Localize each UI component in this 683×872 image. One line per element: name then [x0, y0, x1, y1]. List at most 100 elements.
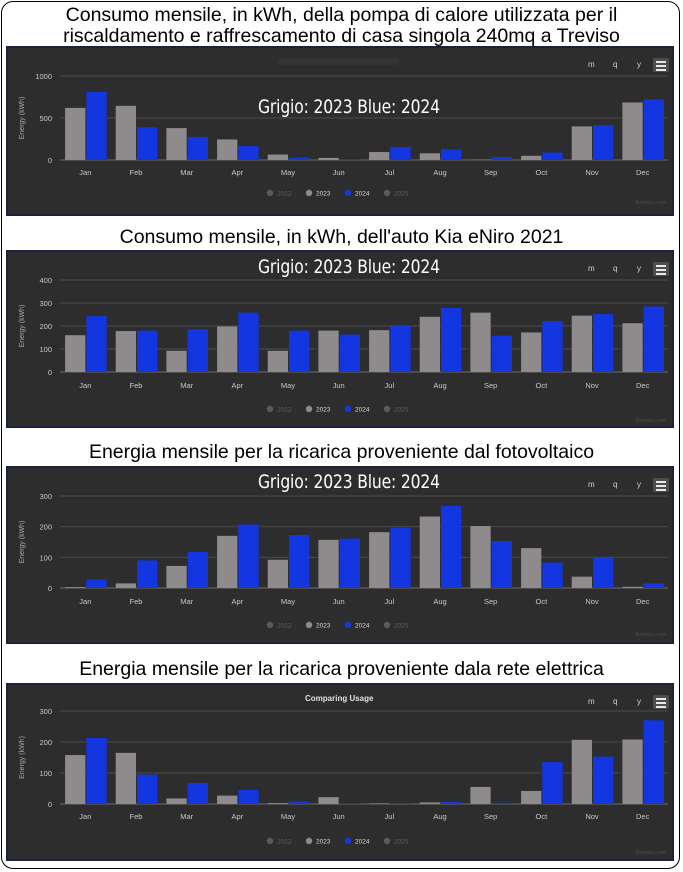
legend-label-2023[interactable]: 2023 — [316, 623, 331, 630]
legend-label-2024[interactable]: 2024 — [355, 191, 370, 198]
bar-2024-aug[interactable] — [441, 801, 462, 804]
legend-marker-2024[interactable] — [344, 189, 352, 197]
legend-marker-2024[interactable] — [344, 621, 352, 629]
hamburger-menu-icon[interactable] — [653, 695, 669, 709]
bar-2023-dec[interactable] — [622, 102, 643, 160]
bar-2024-mar[interactable] — [187, 551, 208, 588]
bar-2023-jun[interactable] — [318, 539, 339, 588]
bar-2023-nov[interactable] — [571, 576, 592, 588]
bar-2024-aug[interactable] — [441, 308, 462, 372]
bar-2023-mar[interactable] — [166, 128, 187, 160]
legend-marker-2025[interactable] — [383, 837, 391, 845]
bar-2023-oct[interactable] — [521, 548, 542, 588]
bar-2024-dec[interactable] — [643, 720, 664, 804]
bar-2024-nov[interactable] — [593, 756, 614, 804]
legend-label-2023[interactable]: 2023 — [316, 839, 331, 846]
bar-2023-may[interactable] — [267, 350, 288, 372]
range-option-month[interactable]: m — [588, 697, 595, 706]
legend-label-2022[interactable]: 2022 — [277, 839, 292, 846]
range-option-quarter[interactable]: q — [613, 60, 618, 69]
bar-2023-oct[interactable] — [521, 332, 542, 372]
legend-marker-2023[interactable] — [305, 837, 313, 845]
bar-2024-may[interactable] — [289, 157, 310, 160]
bar-2024-sep[interactable] — [491, 157, 512, 160]
bar-2023-jan[interactable] — [65, 335, 86, 372]
bar-2024-feb[interactable] — [137, 127, 158, 160]
bar-2023-apr[interactable] — [217, 535, 238, 588]
bar-2024-feb[interactable] — [137, 330, 158, 372]
bar-2024-jun[interactable] — [339, 538, 360, 588]
legend-marker-2025[interactable] — [383, 189, 391, 197]
range-option-quarter[interactable]: q — [613, 697, 618, 706]
legend-label-2025[interactable]: 2025 — [394, 839, 409, 846]
bar-2023-nov[interactable] — [571, 315, 592, 372]
bar-2023-jun[interactable] — [318, 330, 339, 372]
bar-2024-oct[interactable] — [542, 762, 563, 804]
legend-marker-2022[interactable] — [266, 405, 274, 413]
bar-2023-mar[interactable] — [166, 350, 187, 372]
range-option-month[interactable]: m — [588, 264, 595, 273]
bar-2024-nov[interactable] — [593, 557, 614, 588]
bar-2023-oct[interactable] — [521, 790, 542, 804]
range-option-quarter[interactable]: q — [613, 480, 618, 489]
bar-2023-dec[interactable] — [622, 739, 643, 804]
bar-2023-may[interactable] — [267, 154, 288, 160]
bar-2023-feb[interactable] — [115, 583, 136, 588]
bar-2024-feb[interactable] — [137, 560, 158, 588]
bar-2024-feb[interactable] — [137, 774, 158, 804]
bar-2024-may[interactable] — [289, 801, 310, 804]
bar-2023-aug[interactable] — [419, 802, 440, 804]
bar-2024-apr[interactable] — [238, 524, 259, 588]
bar-2024-oct[interactable] — [542, 152, 563, 160]
range-option-year[interactable]: y — [637, 264, 641, 273]
legend-label-2025[interactable]: 2025 — [394, 191, 409, 198]
bar-2024-mar[interactable] — [187, 136, 208, 160]
bar-2023-dec[interactable] — [622, 586, 643, 588]
bar-2024-nov[interactable] — [593, 314, 614, 372]
bar-2023-jul[interactable] — [369, 803, 390, 804]
bar-2023-jan[interactable] — [65, 107, 86, 160]
bar-2023-may[interactable] — [267, 559, 288, 588]
bar-2023-apr[interactable] — [217, 795, 238, 804]
bar-2024-jun[interactable] — [339, 159, 360, 160]
legend-label-2024[interactable]: 2024 — [355, 407, 370, 414]
bar-2024-jun[interactable] — [339, 803, 360, 804]
bar-2023-apr[interactable] — [217, 326, 238, 372]
legend-marker-2022[interactable] — [266, 621, 274, 629]
bar-2024-dec[interactable] — [643, 583, 664, 588]
bar-2024-aug[interactable] — [441, 505, 462, 588]
bar-2024-jul[interactable] — [390, 527, 411, 588]
bar-2024-nov[interactable] — [593, 125, 614, 160]
bar-2024-dec[interactable] — [643, 99, 664, 160]
bar-2024-jan[interactable] — [86, 91, 107, 160]
bar-2024-jun[interactable] — [339, 334, 360, 372]
bar-2023-aug[interactable] — [419, 153, 440, 160]
range-option-month[interactable]: m — [588, 60, 595, 69]
legend-marker-2022[interactable] — [266, 189, 274, 197]
bar-2024-oct[interactable] — [542, 562, 563, 588]
legend-marker-2023[interactable] — [305, 189, 313, 197]
range-option-year[interactable]: y — [637, 480, 641, 489]
range-option-month[interactable]: m — [588, 480, 595, 489]
bar-2023-sep[interactable] — [470, 526, 491, 588]
bar-2024-mar[interactable] — [187, 329, 208, 372]
bar-2024-sep[interactable] — [491, 335, 512, 372]
bar-2023-feb[interactable] — [115, 752, 136, 804]
bar-2023-oct[interactable] — [521, 155, 542, 160]
hamburger-menu-icon[interactable] — [653, 262, 669, 276]
bar-2024-mar[interactable] — [187, 782, 208, 804]
bar-2023-feb[interactable] — [115, 331, 136, 372]
bar-2024-may[interactable] — [289, 330, 310, 372]
legend-marker-2025[interactable] — [383, 621, 391, 629]
bar-2023-aug[interactable] — [419, 516, 440, 588]
legend-label-2025[interactable]: 2025 — [394, 407, 409, 414]
legend-label-2022[interactable]: 2022 — [277, 191, 292, 198]
bar-2023-sep[interactable] — [470, 312, 491, 372]
legend-marker-2024[interactable] — [344, 837, 352, 845]
bar-2023-jul[interactable] — [369, 330, 390, 372]
legend-label-2024[interactable]: 2024 — [355, 623, 370, 630]
bar-2023-jun[interactable] — [318, 157, 339, 160]
bar-2024-apr[interactable] — [238, 790, 259, 804]
bar-2024-dec[interactable] — [643, 306, 664, 372]
range-option-quarter[interactable]: q — [613, 264, 618, 273]
